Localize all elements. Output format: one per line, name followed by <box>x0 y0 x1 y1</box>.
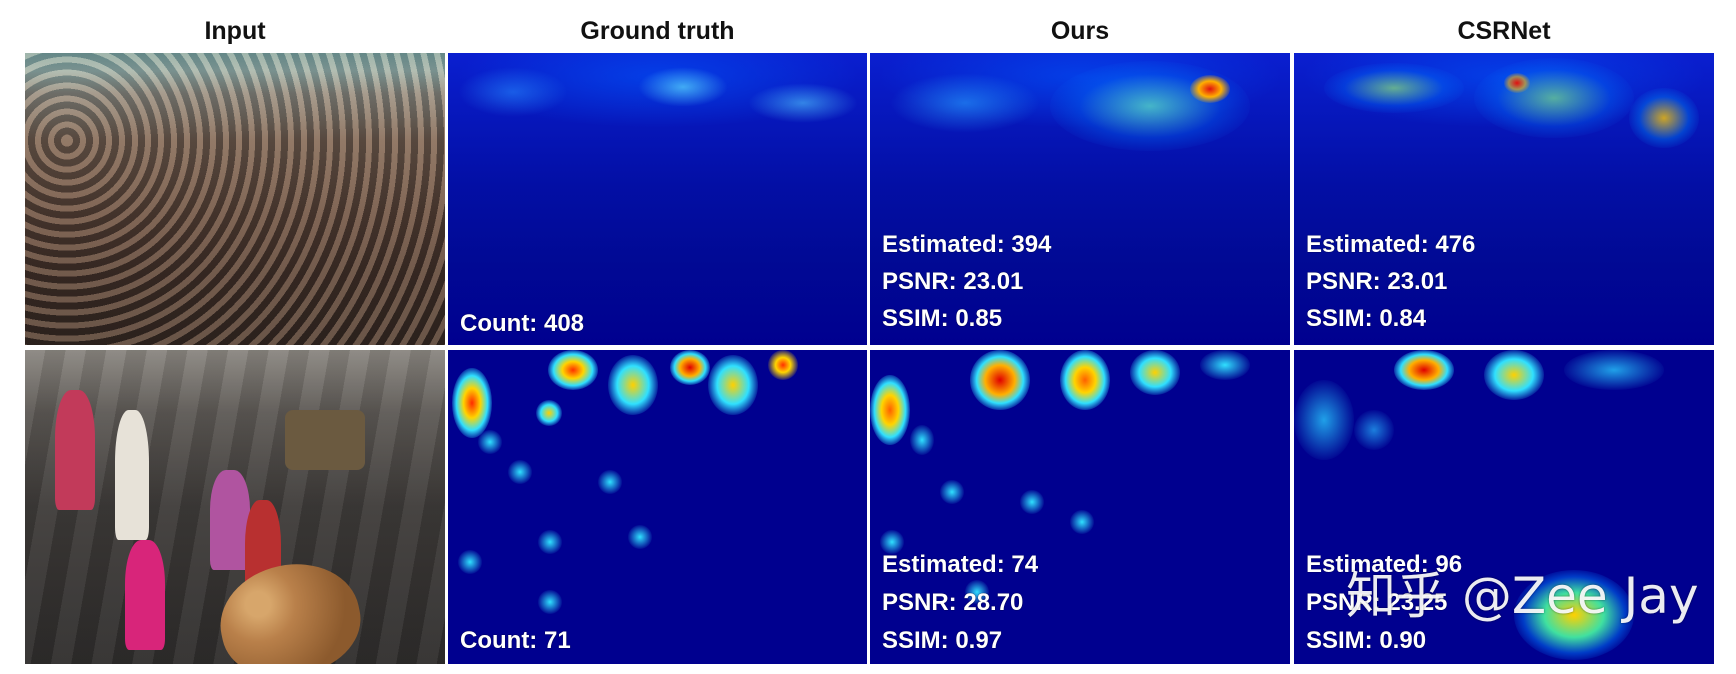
ground-truth-density-map-row1: Count: 408 <box>448 53 867 345</box>
ours-density-map-row2: Estimated: 74 PSNR: 28.70 SSIM: 0.97 <box>870 350 1290 664</box>
ssim-label: SSIM: 0.97 <box>882 627 1003 654</box>
psnr-label: PSNR: 23.01 <box>1306 268 1448 295</box>
watermark: 知乎 @Zee Jay <box>1346 567 1699 625</box>
column-header-ours: Ours <box>1050 17 1110 45</box>
count-label: Count: 408 <box>460 310 585 337</box>
estimated-label: Estimated: 394 <box>882 231 1052 258</box>
crowd-texture <box>25 53 445 345</box>
ssim-label: SSIM: 0.85 <box>882 305 1003 332</box>
column-header-ground-truth: Ground truth <box>580 17 735 45</box>
csrnet-density-map-row2: Estimated: 96 PSNR: 23.25 SSIM: 0.90 知乎 … <box>1294 350 1714 664</box>
column-header-input: Input <box>204 17 266 45</box>
input-image-row2 <box>25 350 445 664</box>
ssim-label: SSIM: 0.90 <box>1306 627 1427 654</box>
psnr-label: PSNR: 28.70 <box>882 589 1024 616</box>
input-image-row1 <box>25 53 445 345</box>
estimated-label: Estimated: 74 <box>882 551 1039 578</box>
csrnet-density-map-row1: Estimated: 476 PSNR: 23.01 SSIM: 0.84 <box>1294 53 1714 345</box>
column-header-csrnet: CSRNet <box>1457 17 1551 45</box>
psnr-label: PSNR: 23.01 <box>882 268 1024 295</box>
ours-density-map-row1: Estimated: 394 PSNR: 23.01 SSIM: 0.85 <box>870 53 1290 345</box>
count-label: Count: 71 <box>460 627 571 654</box>
estimated-label: Estimated: 96 <box>1306 551 1463 578</box>
estimated-label: Estimated: 476 <box>1306 231 1476 258</box>
ssim-label: SSIM: 0.84 <box>1306 305 1427 332</box>
psnr-label: PSNR: 23.25 <box>1306 589 1448 616</box>
ground-truth-density-map-row2: Count: 71 <box>448 350 867 664</box>
